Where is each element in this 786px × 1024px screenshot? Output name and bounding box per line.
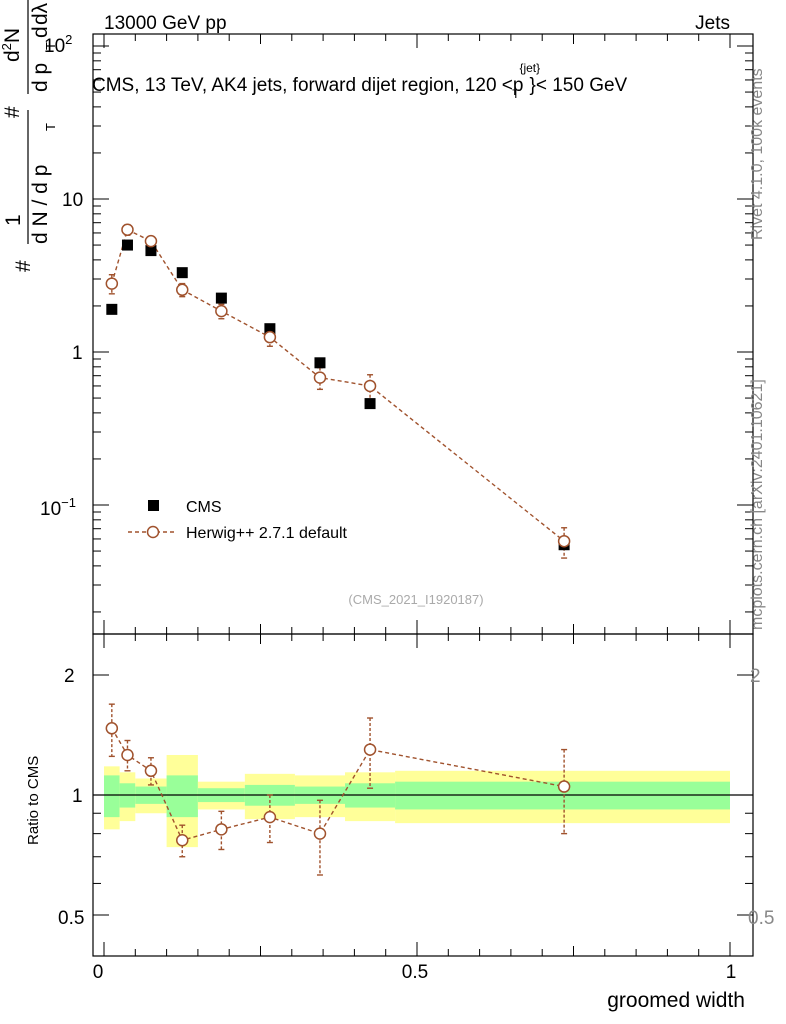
ylabel-dn-dpt: d N / d p — [29, 165, 52, 244]
ratio-ytick-0.5: 0.5 — [58, 908, 84, 929]
legend-marker-data — [148, 500, 159, 511]
legend-label-data: CMS — [186, 499, 222, 516]
ratio-ytick-right-2: 2 — [750, 666, 761, 687]
ratio-point — [215, 823, 228, 836]
ylabel-sub-T-1: T — [43, 123, 58, 131]
ratio-y-tick-labels-right: 0.5 2 — [748, 666, 774, 929]
header-right: Jets — [695, 13, 730, 34]
ratio-y-axis-label: Ratio to CMS — [25, 756, 42, 845]
ratio-axis-ticks — [93, 634, 753, 956]
main-axis-ticks — [93, 34, 753, 634]
ratio-point — [105, 722, 119, 735]
chart-title: CMS, 13 TeV, AK4 jets, forward dijet reg… — [92, 61, 628, 101]
xtick-1: 1 — [726, 962, 737, 983]
analysis-watermark: (CMS_2021_I1920187) — [348, 592, 483, 607]
main-y-axis-label: # 1 d N / d p T # d p T d d2N dλ — [0, 0, 58, 272]
ytick-label-0.1: 10−1 — [40, 495, 76, 520]
header-left: 13000 GeV pp — [104, 13, 227, 34]
xtick-0.5: 0.5 — [402, 962, 428, 983]
data-point — [106, 303, 118, 315]
ylabel-d: d — [29, 26, 52, 38]
ratio-point — [263, 810, 277, 824]
ratio-band-inner — [104, 775, 120, 818]
mc-point — [363, 379, 377, 393]
mcplots-label: mcplots.cern.ch [arXiv:2401.10621] — [749, 379, 766, 630]
ylabel-dpt: d p — [29, 63, 52, 92]
mc-point — [105, 277, 119, 290]
ylabel-dlambda: dλ — [29, 2, 52, 25]
ratio-y-tick-labels-left: 0.5 1 2 — [58, 666, 84, 929]
mc-point — [263, 330, 277, 344]
data-point — [145, 245, 157, 257]
data-point — [264, 323, 276, 335]
ratio-band-inner — [166, 775, 198, 818]
ratio-ytick-right-0.5: 0.5 — [748, 908, 774, 929]
mc-point — [215, 304, 228, 318]
ratio-ytick-1: 1 — [72, 786, 83, 807]
ytick-label-10: 10 — [62, 190, 83, 211]
data-point — [314, 357, 326, 369]
main-series-layer — [105, 223, 571, 559]
mc-point — [144, 234, 158, 248]
mc-point — [557, 534, 571, 548]
ratio-point — [121, 748, 134, 762]
main-plot-frame — [92, 33, 754, 635]
ratio-point — [176, 833, 189, 847]
ytick-label-1: 1 — [72, 343, 83, 364]
legend: CMS Herwig++ 2.7.1 default — [128, 499, 348, 542]
ratio-uncertainty-bands — [93, 754, 753, 848]
legend-label-mc: Herwig++ 2.7.1 default — [186, 525, 348, 542]
xtick-0: 0 — [93, 962, 104, 983]
ratio-point — [144, 764, 158, 778]
rivet-label: Rivet 4.1.0, 100k events — [749, 68, 766, 240]
ytick-label-100: 102 — [44, 32, 72, 57]
ylabel-d2n: d2N — [0, 28, 24, 62]
data-point — [176, 267, 188, 279]
ratio-series-layer — [105, 703, 571, 876]
mc-point — [176, 283, 189, 297]
data-point — [364, 398, 376, 410]
ratio-point — [313, 827, 327, 840]
ratio-ytick-2: 2 — [64, 666, 75, 687]
ylabel-hash-2: # — [1, 106, 24, 118]
mc-point — [121, 223, 134, 236]
ylabel-sub-T-2: T — [43, 42, 58, 50]
ratio-point — [557, 780, 571, 793]
legend-marker-mc — [146, 525, 160, 539]
ylabel-one: 1 — [2, 214, 25, 226]
x-axis-label: groomed width — [607, 989, 745, 1012]
x-tick-labels: 0 0.5 1 — [93, 962, 737, 983]
mc-point — [313, 371, 327, 384]
main-y-tick-labels: 10−1 1 10 102 — [40, 32, 83, 520]
ratio-point — [363, 743, 377, 756]
data-point — [121, 239, 133, 251]
data-point — [215, 292, 227, 304]
ylabel-hash-1: # — [12, 260, 35, 272]
